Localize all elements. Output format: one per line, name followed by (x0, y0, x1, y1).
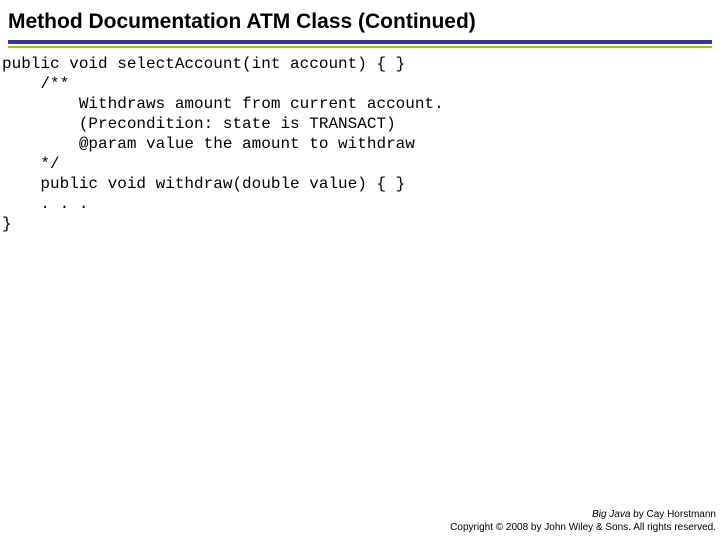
footer: Big Java by Cay Horstmann Copyright © 20… (450, 508, 716, 534)
footer-line-2: Copyright © 2008 by John Wiley & Sons. A… (450, 521, 716, 534)
code-block: public void selectAccount(int account) {… (0, 48, 720, 234)
footer-line-1: Big Java by Cay Horstmann (450, 508, 716, 521)
author-text: by Cay Horstmann (630, 509, 716, 520)
book-title: Big Java (592, 509, 630, 520)
page-title: Method Documentation ATM Class (Continue… (0, 0, 720, 40)
